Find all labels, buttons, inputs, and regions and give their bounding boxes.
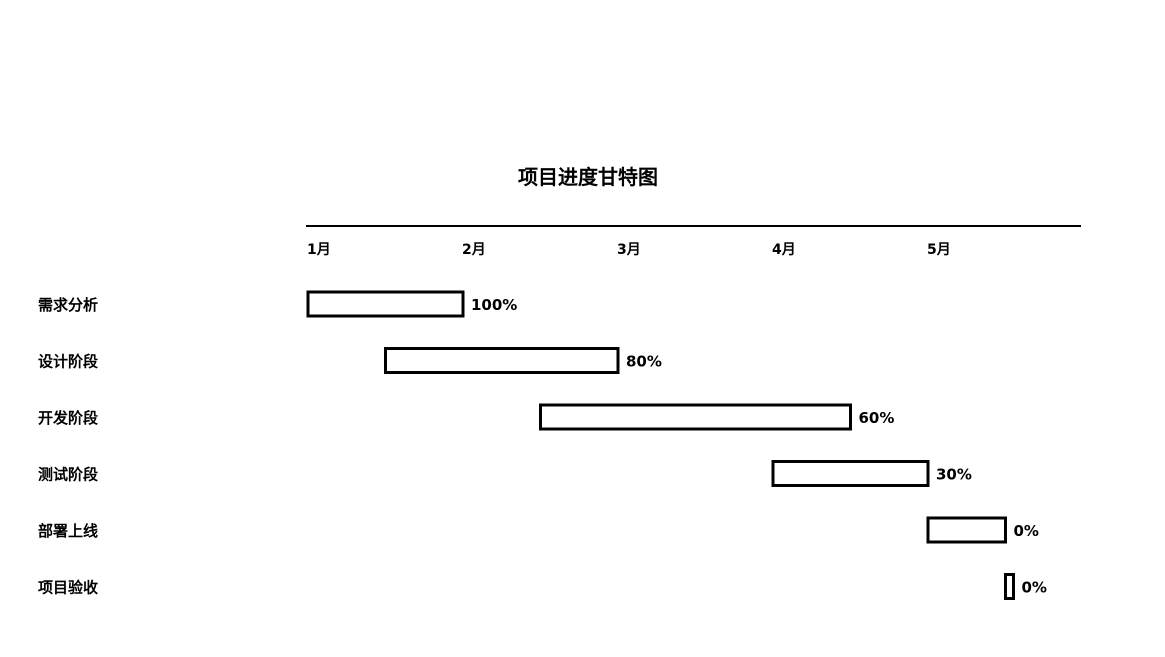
x-tick-label: 4月 — [772, 242, 796, 258]
task-bar — [306, 290, 465, 318]
task-label: 需求分析 — [38, 296, 98, 314]
x-tick-label: 5月 — [927, 242, 951, 258]
progress-label: 30% — [936, 466, 972, 484]
x-tick-label: 1月 — [307, 242, 331, 258]
progress-label: 60% — [859, 409, 895, 427]
progress-label: 100% — [471, 296, 517, 314]
x-tick-label: 3月 — [617, 242, 641, 258]
task-bar — [384, 347, 620, 374]
x-tick-label: 2月 — [462, 242, 486, 258]
progress-label: 0% — [1014, 522, 1039, 540]
task-bar — [926, 516, 1007, 544]
chart-title: 项目进度甘特图 — [518, 165, 658, 189]
task-label: 设计阶段 — [38, 353, 98, 371]
task-bar — [539, 403, 852, 431]
task-rows: 需求分析 100% 设计阶段 80% 开发阶段 60% 测试阶段 30% 部署上线 0% 项目验收 0… — [38, 290, 1047, 600]
progress-label: 0% — [1022, 579, 1047, 597]
task-label: 项目验收 — [38, 579, 98, 597]
task-bar — [1004, 573, 1015, 600]
task-bar — [771, 460, 930, 487]
task-label: 开发阶段 — [38, 409, 98, 427]
task-label: 测试阶段 — [38, 466, 98, 484]
task-label: 部署上线 — [38, 522, 98, 540]
x-axis-ticks: 1月 2月 3月 4月 5月 — [307, 242, 951, 258]
progress-label: 80% — [626, 353, 662, 371]
